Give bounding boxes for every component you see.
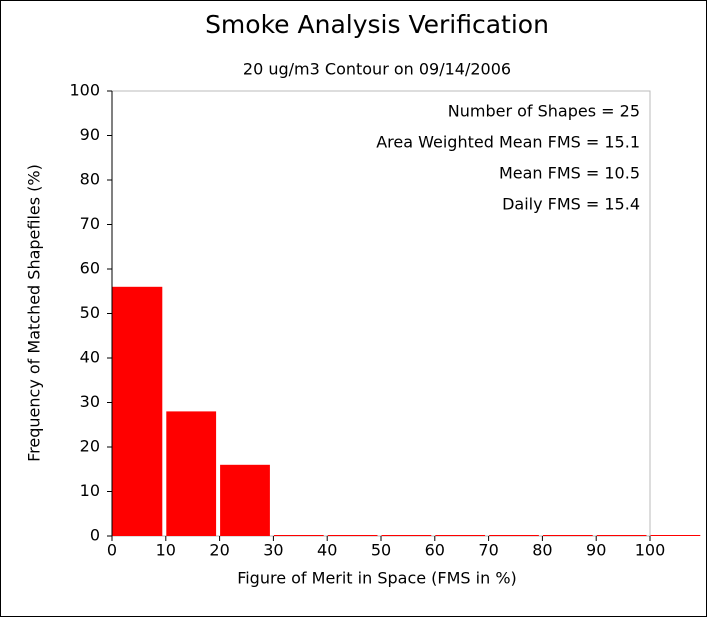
- y-axis-label: Frequency of Matched Shapefiles (%): [25, 164, 44, 462]
- x-tick-label: 60: [425, 541, 445, 560]
- annotation: Mean FMS = 10.5: [499, 164, 640, 183]
- bar: [381, 535, 432, 536]
- bar: [650, 535, 701, 536]
- y-tick-label: 60: [80, 259, 100, 278]
- bar: [489, 535, 539, 536]
- x-tick-label: 80: [532, 541, 552, 560]
- chart-subtitle: 20 ug/m3 Contour on 09/14/2006: [243, 60, 511, 79]
- x-tick-label: 0: [107, 541, 117, 560]
- y-tick-label: 20: [80, 437, 100, 456]
- annotation: Area Weighted Mean FMS = 15.1: [376, 133, 640, 152]
- y-tick-label: 70: [80, 214, 100, 233]
- bar: [166, 411, 217, 536]
- x-tick-label: 90: [586, 541, 606, 560]
- bar: [542, 535, 593, 536]
- x-tick-label: 10: [156, 541, 176, 560]
- y-tick-label: 40: [80, 348, 100, 367]
- bar: [435, 535, 486, 536]
- x-tick-label: 20: [209, 541, 229, 560]
- annotation: Daily FMS = 15.4: [502, 195, 640, 214]
- x-axis-label: Figure of Merit in Space (FMS in %): [237, 569, 517, 588]
- bar: [220, 464, 270, 536]
- y-tick-label: 80: [80, 170, 100, 189]
- x-tick-label: 70: [478, 541, 498, 560]
- x-tick-label: 50: [371, 541, 391, 560]
- annotation: Number of Shapes = 25: [448, 102, 640, 121]
- bar: [273, 535, 324, 536]
- y-tick-label: 0: [90, 526, 100, 545]
- chart-title: Smoke Analysis Verification: [205, 10, 549, 39]
- x-tick-label: 30: [263, 541, 283, 560]
- y-tick-label: 30: [80, 392, 100, 411]
- bar: [327, 535, 378, 536]
- x-tick-label: 40: [317, 541, 337, 560]
- bar: [112, 286, 163, 536]
- y-tick-label: 10: [80, 481, 100, 500]
- y-tick-label: 50: [80, 303, 100, 322]
- y-tick-label: 90: [80, 125, 100, 144]
- y-tick-label: 100: [69, 81, 100, 100]
- x-tick-label: 100: [635, 541, 666, 560]
- bar: [596, 535, 647, 536]
